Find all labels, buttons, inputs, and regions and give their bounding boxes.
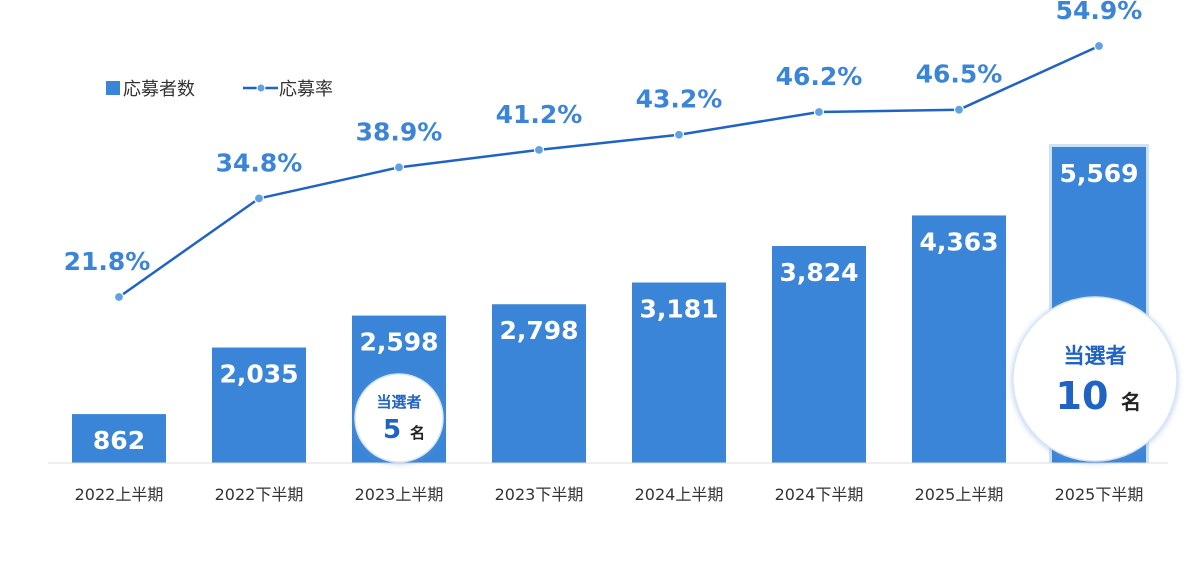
bar-value-label: 5,569: [1059, 159, 1138, 188]
rate-value-label: 54.9%: [1056, 0, 1143, 25]
bar-value-label: 3,824: [779, 258, 858, 287]
bar: [772, 246, 866, 463]
rate-value-label: 43.2%: [636, 85, 723, 114]
rate-value-label: 34.8%: [216, 148, 303, 177]
x-tick-label: 2023下半期: [495, 485, 584, 504]
bar-value-label: 862: [93, 426, 145, 455]
legend-swatch-applicants: [106, 81, 120, 95]
badge-number: 5: [383, 415, 401, 445]
x-tick-label: 2023上半期: [355, 485, 444, 504]
rate-value-label: 21.8%: [64, 247, 151, 276]
rate-value-label: 41.2%: [496, 100, 583, 129]
rate-point: [673, 129, 685, 140]
badge-circle: [1012, 296, 1178, 462]
rate-line-group: 21.8% 34.8% 38.9% 41.2% 43.2% 46.2% 46.5% 54.9%: [64, 0, 1143, 303]
winner-badge: 当選者 10 名: [1012, 296, 1178, 462]
rate-value-label: 46.2%: [776, 62, 863, 91]
badge-unit: 名: [410, 424, 425, 442]
rate-point: [113, 291, 125, 303]
legend-swatch-rate-marker: [256, 83, 266, 93]
badge-title: 当選者: [376, 393, 421, 411]
winner-badge: 当選者 5 名: [354, 373, 444, 463]
bar-group: 862 2,035 2,598 2,798 3,181 3,824 4,363 5,569: [72, 144, 1149, 463]
rate-value-label: 46.5%: [916, 60, 1003, 89]
bar: [912, 215, 1006, 463]
rate-line: [118, 44, 1100, 299]
rate-point: [533, 144, 545, 155]
badge-circle: [354, 373, 444, 463]
bar-value-label: 2,798: [499, 316, 578, 345]
badge-number: 10: [1056, 374, 1109, 418]
x-tick-label: 2024下半期: [775, 485, 864, 504]
rate-value-label: 38.9%: [356, 117, 443, 146]
x-tick-label: 2022下半期: [215, 485, 304, 504]
rate-point: [253, 193, 265, 204]
x-tick-label: 2025下半期: [1055, 485, 1144, 504]
badge-title: 当選者: [1064, 344, 1127, 368]
rate-point: [953, 104, 965, 115]
badge-unit: 名: [1121, 390, 1141, 414]
bar: [72, 414, 166, 463]
x-tick-label: 2024上半期: [635, 485, 724, 504]
legend-label-rate: 応募率: [279, 79, 333, 100]
bar: [212, 347, 306, 463]
bar: [632, 282, 726, 463]
bar-value-label: 2,598: [359, 328, 438, 357]
rate-point: [813, 106, 825, 118]
rate-point: [393, 162, 405, 173]
legend: 応募者数 応募率: [106, 79, 333, 100]
x-tick-label: 2022上半期: [75, 485, 164, 504]
x-tick-label: 2025上半期: [915, 485, 1004, 504]
bar-value-label: 3,181: [639, 295, 718, 324]
bar: [492, 304, 586, 463]
rate-point: [1093, 40, 1105, 52]
bar-value-label: 4,363: [919, 227, 998, 256]
legend-label-applicants: 応募者数: [123, 79, 195, 100]
x-axis-tick-labels: 2022上半期 2022下半期 2023上半期 2023下半期 2024上半期 2024下…: [75, 485, 1144, 504]
bar-value-label: 2,035: [219, 360, 298, 389]
